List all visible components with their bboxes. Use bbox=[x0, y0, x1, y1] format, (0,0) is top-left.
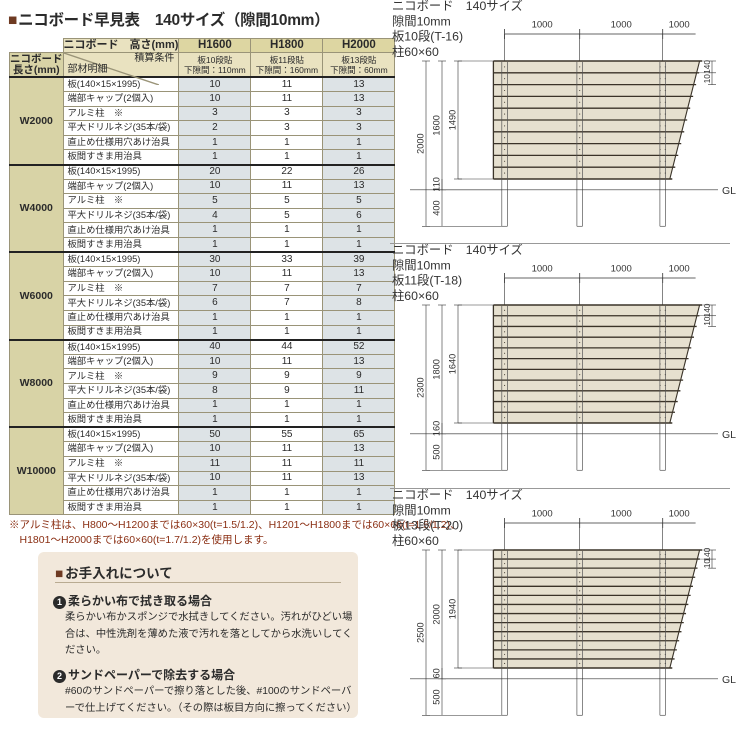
svg-text:柱60×60: 柱60×60 bbox=[392, 534, 439, 548]
svg-text:板10段(T-16): 板10段(T-16) bbox=[392, 29, 463, 44]
svg-text:110: 110 bbox=[431, 177, 441, 192]
svg-text:隙間10mm: 隙間10mm bbox=[392, 503, 451, 517]
svg-text:1000: 1000 bbox=[669, 509, 690, 520]
svg-text:1000: 1000 bbox=[669, 264, 690, 275]
svg-text:隙間10mm: 隙間10mm bbox=[392, 14, 451, 28]
svg-text:柱60×60: 柱60×60 bbox=[392, 289, 439, 303]
svg-text:ニコボード 140サイズ: ニコボード 140サイズ bbox=[392, 0, 523, 13]
svg-text:60: 60 bbox=[431, 668, 441, 678]
svg-text:2300: 2300 bbox=[415, 377, 425, 397]
svg-text:10: 10 bbox=[703, 559, 712, 569]
svg-text:ニコボード 140サイズ: ニコボード 140サイズ bbox=[392, 489, 523, 502]
svg-text:1000: 1000 bbox=[611, 264, 632, 275]
svg-text:140: 140 bbox=[703, 303, 712, 317]
svg-text:板13段(T-20): 板13段(T-20) bbox=[392, 518, 463, 533]
svg-text:2500: 2500 bbox=[415, 622, 425, 642]
svg-text:GL: GL bbox=[722, 429, 736, 441]
svg-text:2000: 2000 bbox=[431, 604, 441, 624]
svg-text:1000: 1000 bbox=[611, 509, 632, 520]
svg-text:GL: GL bbox=[722, 674, 736, 686]
svg-text:隙間10mm: 隙間10mm bbox=[392, 258, 451, 272]
svg-text:1000: 1000 bbox=[611, 20, 632, 31]
svg-text:1940: 1940 bbox=[447, 599, 457, 619]
svg-text:1600: 1600 bbox=[431, 115, 441, 135]
svg-text:ニコボード 140サイズ: ニコボード 140サイズ bbox=[392, 244, 523, 257]
svg-text:柱60×60: 柱60×60 bbox=[392, 45, 439, 59]
svg-text:500: 500 bbox=[431, 689, 441, 704]
svg-text:1000: 1000 bbox=[532, 509, 553, 520]
svg-text:10: 10 bbox=[703, 74, 712, 84]
svg-text:2000: 2000 bbox=[415, 133, 425, 153]
svg-text:1000: 1000 bbox=[532, 20, 553, 31]
svg-text:160: 160 bbox=[431, 421, 441, 436]
svg-text:1640: 1640 bbox=[447, 354, 457, 374]
svg-text:140: 140 bbox=[703, 60, 712, 74]
svg-text:1800: 1800 bbox=[431, 359, 441, 379]
svg-text:板11段(T-18): 板11段(T-18) bbox=[392, 273, 462, 288]
svg-text:1490: 1490 bbox=[447, 110, 457, 130]
svg-text:GL: GL bbox=[722, 185, 736, 197]
svg-text:1000: 1000 bbox=[532, 264, 553, 275]
svg-text:1000: 1000 bbox=[669, 20, 690, 31]
svg-text:400: 400 bbox=[431, 200, 441, 215]
svg-text:500: 500 bbox=[431, 444, 441, 459]
svg-text:10: 10 bbox=[703, 316, 712, 326]
